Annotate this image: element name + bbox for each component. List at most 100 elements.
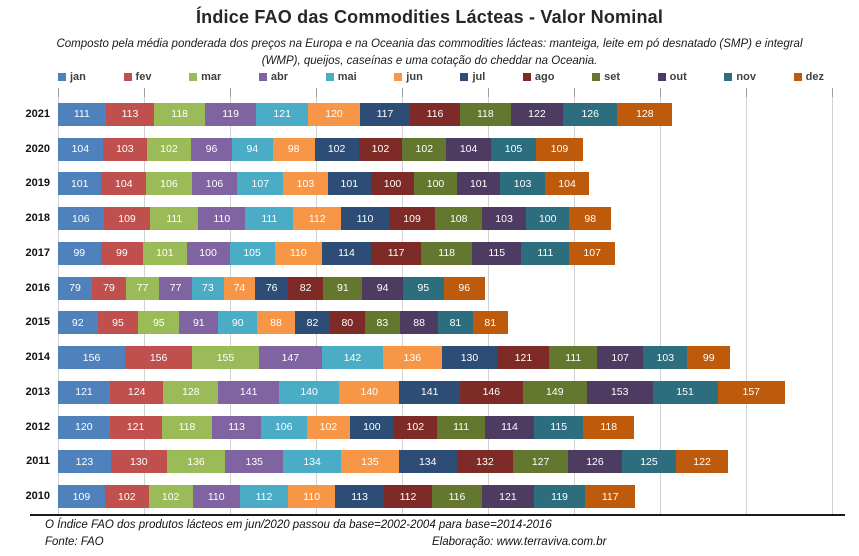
bar-segment-2014-dez: 99	[687, 346, 730, 370]
bar-segment-2020-ago: 102	[358, 137, 403, 161]
bar-segment-2016-nov: 95	[402, 276, 444, 300]
bar-segment-2011-nov: 125	[622, 450, 676, 474]
legend-label-jan: jan	[70, 71, 86, 83]
legend-swatch-set	[592, 73, 601, 81]
bar-segment-2019-nov: 103	[500, 172, 545, 196]
bar-segment-2015-out: 88	[400, 311, 439, 335]
bar-segment-2014-mar: 155	[192, 346, 259, 370]
stacked-bar-2016: 79 79 77 77 73 74 76 82 91 94 95 96	[58, 276, 485, 300]
bar-segment-2021-dez: 128	[617, 102, 673, 126]
axis-tick	[58, 88, 59, 97]
legend-swatch-dez	[793, 73, 802, 81]
legend-swatch-mai	[325, 73, 334, 81]
bar-segment-2016-jul: 76	[255, 276, 289, 300]
bar-segment-2019-jan: 101	[58, 172, 102, 196]
bar-segment-2014-ago: 121	[497, 346, 550, 370]
bar-segment-2017-jun: 110	[274, 241, 322, 265]
bar-segment-2016-jun: 74	[223, 276, 256, 300]
bar-segment-2021-jul: 117	[359, 102, 411, 126]
legend-item-jun: jun	[394, 71, 423, 83]
bar-segment-2020-mar: 102	[147, 137, 191, 161]
bar-segment-2019-jul: 101	[327, 172, 371, 196]
legend-swatch-jul	[460, 73, 469, 81]
stacked-bar-2018: 106 109 111 110 111 112 110 109 108 103 100 98	[58, 207, 612, 231]
legend-swatch-jan	[58, 73, 66, 81]
chart-title: Índice FAO das Commodities Lácteas - Val…	[195, 7, 664, 27]
bar-segment-2020-jul: 102	[314, 137, 359, 161]
bar-segment-2018-nov: 100	[526, 207, 570, 231]
bar-segment-2021-jun: 120	[308, 102, 360, 126]
bar-segment-2010-fev: 102	[104, 485, 149, 509]
bar-segment-2011-jun: 135	[340, 450, 399, 474]
stacked-bar-2015: 92 95 95 91 90 88 82 80 83 88 81 81	[58, 311, 508, 335]
bar-segment-2020-nov: 105	[490, 137, 537, 161]
bar-segment-2019-mar: 106	[146, 172, 192, 196]
bar-segment-2019-abr: 106	[191, 172, 238, 196]
bar-segment-2015-dez: 81	[472, 311, 508, 335]
bar-segment-2018-ago: 109	[388, 207, 436, 231]
bar-row-2020: 2020 104 103 102 96 94 98 102 102 102 104 105 109	[0, 132, 859, 167]
axis-tick	[574, 88, 575, 97]
bar-segment-2011-out: 126	[567, 450, 623, 474]
bar-segment-2011-jul: 134	[398, 450, 457, 474]
gridline	[144, 97, 145, 514]
bar-row-2018: 2018 106 109 111 110 111 112 110 109 108 103 100 98	[0, 201, 859, 236]
bar-segment-2010-jun: 110	[288, 485, 336, 509]
stacked-bar-2014: 156 156 155 147 142 136 130 121 111 107 103 99	[58, 346, 730, 370]
bar-segment-2019-mai: 107	[237, 172, 284, 196]
bar-segment-2015-set: 83	[364, 311, 401, 335]
bar-segment-2014-jul: 130	[441, 346, 498, 370]
bar-segment-2015-mar: 95	[138, 311, 180, 335]
stacked-bar-2021: 111 113 118 119 121 120 117 116 118 122 126 128	[58, 102, 673, 126]
bar-segment-2018-mar: 111	[150, 207, 199, 231]
bar-segment-2012-mar: 118	[161, 415, 213, 439]
bar-segment-2021-mar: 118	[154, 102, 206, 126]
year-label-2013: 2013	[25, 385, 50, 398]
bar-segment-2010-nov: 119	[533, 485, 586, 509]
bar-segment-2016-set: 91	[323, 276, 363, 300]
bar-segment-2010-dez: 117	[585, 485, 636, 509]
bar-segment-2021-set: 118	[459, 102, 511, 126]
bar-segment-2011-jan: 123	[58, 450, 111, 474]
bar-segment-2019-jun: 103	[283, 172, 328, 196]
bar-segment-2015-fev: 95	[97, 311, 139, 335]
legend-item-dez: dez	[793, 71, 824, 83]
bar-segment-2021-jan: 111	[58, 102, 106, 126]
axis-tick	[832, 88, 833, 97]
bar-segment-2016-abr: 77	[159, 276, 193, 300]
bar-row-2013: 2013 121 124 128 141 140 140 141 146 149 153 151 157	[0, 375, 859, 410]
legend-label-dez: dez	[805, 71, 824, 83]
bar-segment-2013-jun: 140	[339, 380, 400, 404]
bar-segment-2017-dez: 107	[569, 241, 616, 265]
legend-item-out: out	[657, 71, 687, 83]
bar-segment-2017-jul: 114	[321, 241, 371, 265]
axis-tick	[660, 88, 661, 97]
bar-segment-2014-jun: 136	[383, 346, 442, 370]
bar-segment-2020-jan: 104	[58, 137, 103, 161]
bar-segment-2017-mai: 105	[229, 241, 275, 265]
bar-segment-2018-mai: 111	[245, 207, 294, 231]
bar-row-2014: 2014 156 156 155 147 142 136 130 121 111 107 103 99	[0, 340, 859, 375]
legend-label-jun: jun	[406, 71, 423, 83]
bar-segment-2019-out: 101	[457, 172, 501, 196]
gridline	[574, 97, 575, 514]
bar-segment-2021-mai: 121	[256, 102, 309, 126]
legend-item-mai: mai	[325, 71, 357, 83]
gridline	[832, 97, 833, 514]
bar-segment-2020-fev: 103	[102, 137, 147, 161]
stacked-bar-2010: 109 102 102 110 112 110 113 112 116 121 119 117	[58, 485, 636, 509]
bar-segment-2013-out: 153	[586, 380, 653, 404]
legend-item-abr: abr	[258, 71, 288, 83]
bar-segment-2018-fev: 109	[103, 207, 151, 231]
bar-segment-2014-nov: 103	[643, 346, 688, 370]
bar-segment-2012-jan: 120	[58, 415, 110, 439]
legend-item-set: set	[592, 71, 620, 83]
bar-segment-2012-abr: 113	[212, 415, 261, 439]
bar-segment-2017-ago: 117	[371, 241, 422, 265]
bar-segment-2014-fev: 156	[125, 346, 193, 370]
bar-segment-2010-out: 121	[481, 485, 534, 509]
bar-segment-2018-out: 103	[481, 207, 527, 231]
bar-segment-2020-out: 104	[446, 137, 491, 161]
legend-item-jan: jan	[58, 71, 86, 83]
